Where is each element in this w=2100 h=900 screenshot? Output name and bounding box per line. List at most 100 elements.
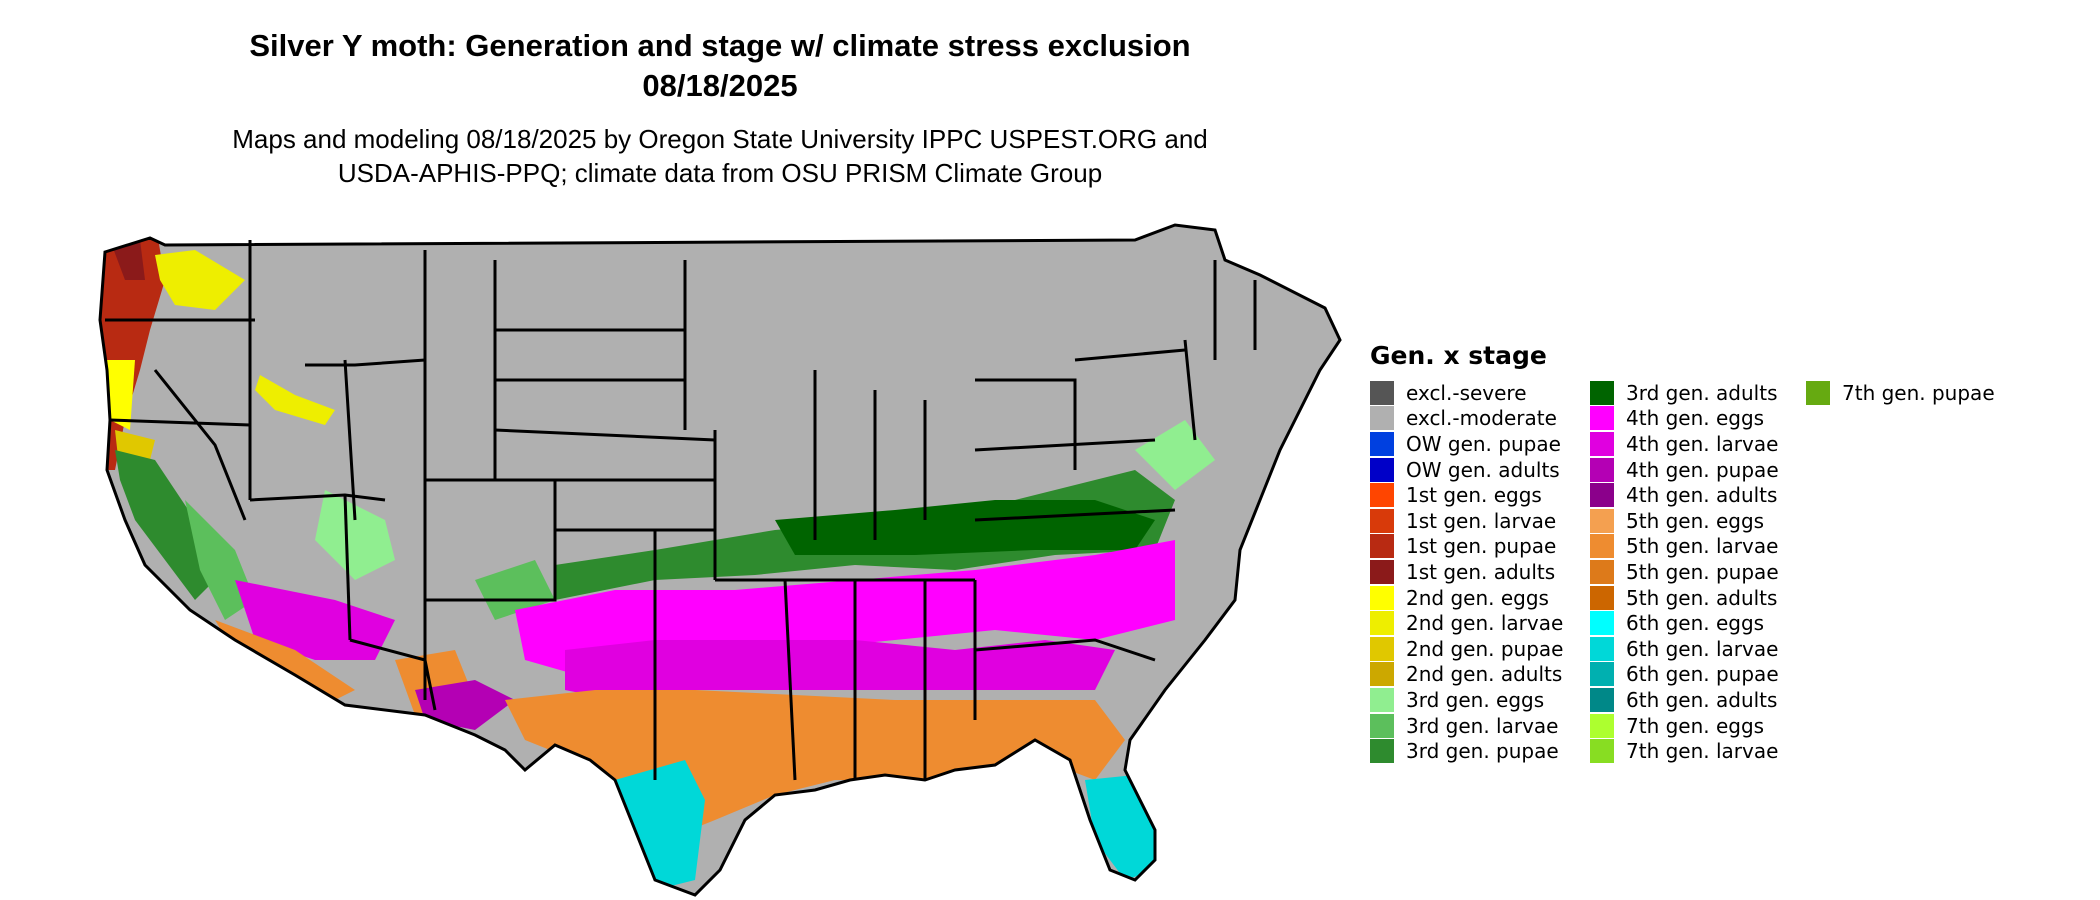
region-3rd-gen-larvae-ca (185, 500, 255, 620)
legend-swatch (1590, 483, 1614, 508)
legend-item: 2nd gen. adults (1370, 662, 1563, 688)
legend-item: 6th gen. adults (1590, 687, 1779, 713)
legend-swatch (1370, 457, 1394, 482)
legend-item: 4th gen. pupae (1590, 457, 1779, 483)
legend-item: 2nd gen. larvae (1370, 610, 1563, 636)
legend-item: 4th gen. adults (1590, 482, 1779, 508)
legend-swatch (1590, 431, 1614, 456)
legend-swatch (1590, 636, 1614, 661)
legend-label: 5th gen. pupae (1626, 559, 1779, 584)
legend-item: 5th gen. eggs (1590, 508, 1779, 534)
legend-swatch (1370, 739, 1394, 764)
legend-swatch (1370, 662, 1394, 687)
legend-swatch (1370, 483, 1394, 508)
legend-label: excl.-severe (1406, 380, 1527, 405)
region-4th-gen-pupae-tx (415, 680, 515, 730)
legend-swatch (1590, 559, 1614, 584)
legend-item: 7th gen. pupae (1806, 380, 1995, 406)
legend-swatch (1590, 713, 1614, 738)
legend-item: 3rd gen. adults (1590, 380, 1779, 406)
legend-item: 2nd gen. eggs (1370, 585, 1563, 611)
legend-item: 2nd gen. pupae (1370, 636, 1563, 662)
legend-column-2: 3rd gen. adults 4th gen. eggs 4th gen. lar… (1590, 380, 1779, 764)
region-2nd-gen-larvae-id (255, 375, 335, 425)
legend-swatch (1370, 611, 1394, 636)
legend-label: 6th gen. adults (1626, 687, 1778, 712)
legend-item: 7th gen. eggs (1590, 713, 1779, 739)
legend-label: 2nd gen. pupae (1406, 636, 1564, 661)
legend-item: 1st gen. adults (1370, 559, 1563, 585)
legend-label: OW gen. pupae (1406, 431, 1561, 456)
legend-label: OW gen. adults (1406, 457, 1560, 482)
legend-label: 6th gen. larvae (1626, 636, 1779, 661)
legend-column-1: excl.-severe excl.-moderate OW gen. pupae O… (1370, 380, 1563, 764)
legend-item: excl.-severe (1370, 380, 1563, 406)
title-line-2: 08/18/2025 (642, 68, 798, 103)
legend-swatch (1370, 713, 1394, 738)
legend-label: 1st gen. eggs (1406, 483, 1542, 508)
legend-label: 1st gen. adults (1406, 559, 1556, 584)
legend-label: excl.-moderate (1406, 406, 1557, 431)
legend-label: 6th gen. eggs (1626, 611, 1765, 636)
legend-item: 3rd gen. pupae (1370, 738, 1563, 764)
us-map (98, 223, 1342, 897)
legend-item: 4th gen. eggs (1590, 406, 1779, 432)
legend-item: 6th gen. larvae (1590, 636, 1779, 662)
legend-swatch (1370, 508, 1394, 533)
state-borders (98, 223, 1342, 897)
legend-label: 1st gen. larvae (1406, 508, 1557, 533)
legend-swatch (1590, 662, 1614, 687)
region-6th-gen-larvae-tx (615, 760, 705, 890)
legend-swatch (1590, 611, 1614, 636)
region-5th-gen-larvae-az (215, 620, 355, 710)
legend-label: 4th gen. adults (1626, 483, 1778, 508)
legend-label: 5th gen. adults (1626, 585, 1778, 610)
region-2nd-gen-larvae-wa (155, 250, 245, 310)
legend-swatch (1590, 585, 1614, 610)
legend-item: 6th gen. eggs (1590, 610, 1779, 636)
legend-item: OW gen. pupae (1370, 431, 1563, 457)
legend-label: 3rd gen. eggs (1406, 687, 1545, 712)
legend-item: 3rd gen. eggs (1370, 687, 1563, 713)
legend-swatch (1370, 687, 1394, 712)
legend-label: 7th gen. pupae (1842, 380, 1995, 405)
legend-item: OW gen. adults (1370, 457, 1563, 483)
legend-item: excl.-moderate (1370, 406, 1563, 432)
region-3rd-gen-eggs-nv (315, 490, 395, 580)
legend-label: 4th gen. eggs (1626, 406, 1765, 431)
subtitle-line-1: Maps and modeling 08/18/2025 by Oregon S… (232, 124, 1208, 154)
legend-swatch (1590, 380, 1614, 405)
legend-swatch (1590, 739, 1614, 764)
legend-label: 3rd gen. larvae (1406, 713, 1559, 738)
region-3rd-gen-larvae-nm (475, 560, 555, 620)
legend-item: 5th gen. adults (1590, 585, 1779, 611)
legend-column-3: 7th gen. pupae (1806, 380, 1995, 406)
legend-swatch (1590, 687, 1614, 712)
legend-label: 3rd gen. pupae (1406, 739, 1559, 764)
legend-item: 1st gen. larvae (1370, 508, 1563, 534)
legend-item: 1st gen. eggs (1370, 482, 1563, 508)
region-3rd-gen-pupae-ca (115, 450, 215, 600)
legend-swatch (1806, 380, 1830, 405)
legend-label: 5th gen. larvae (1626, 534, 1779, 559)
legend-label: 2nd gen. larvae (1406, 611, 1564, 636)
legend-label: 1st gen. pupae (1406, 534, 1557, 559)
legend-swatch (1370, 585, 1394, 610)
legend-swatch (1590, 406, 1614, 431)
region-4th-gen-larvae (565, 640, 1115, 700)
legend-swatch (1370, 534, 1394, 559)
legend-label: 4th gen. larvae (1626, 431, 1779, 456)
subtitle-line-2: USDA-APHIS-PPQ; climate data from OSU PR… (337, 158, 1103, 188)
legend-item: 4th gen. larvae (1590, 431, 1779, 457)
legend-swatch (1370, 636, 1394, 661)
legend-item: 3rd gen. larvae (1370, 713, 1563, 739)
legend-label: 6th gen. pupae (1626, 662, 1779, 687)
legend-item: 5th gen. pupae (1590, 559, 1779, 585)
legend-label: 2nd gen. adults (1406, 662, 1563, 687)
legend-swatch (1370, 559, 1394, 584)
legend-label: 3rd gen. adults (1626, 380, 1778, 405)
legend-label: 7th gen. eggs (1626, 713, 1765, 738)
region-1st-gen-adults (110, 240, 145, 280)
legend-swatch (1590, 534, 1614, 559)
legend-swatch (1590, 457, 1614, 482)
